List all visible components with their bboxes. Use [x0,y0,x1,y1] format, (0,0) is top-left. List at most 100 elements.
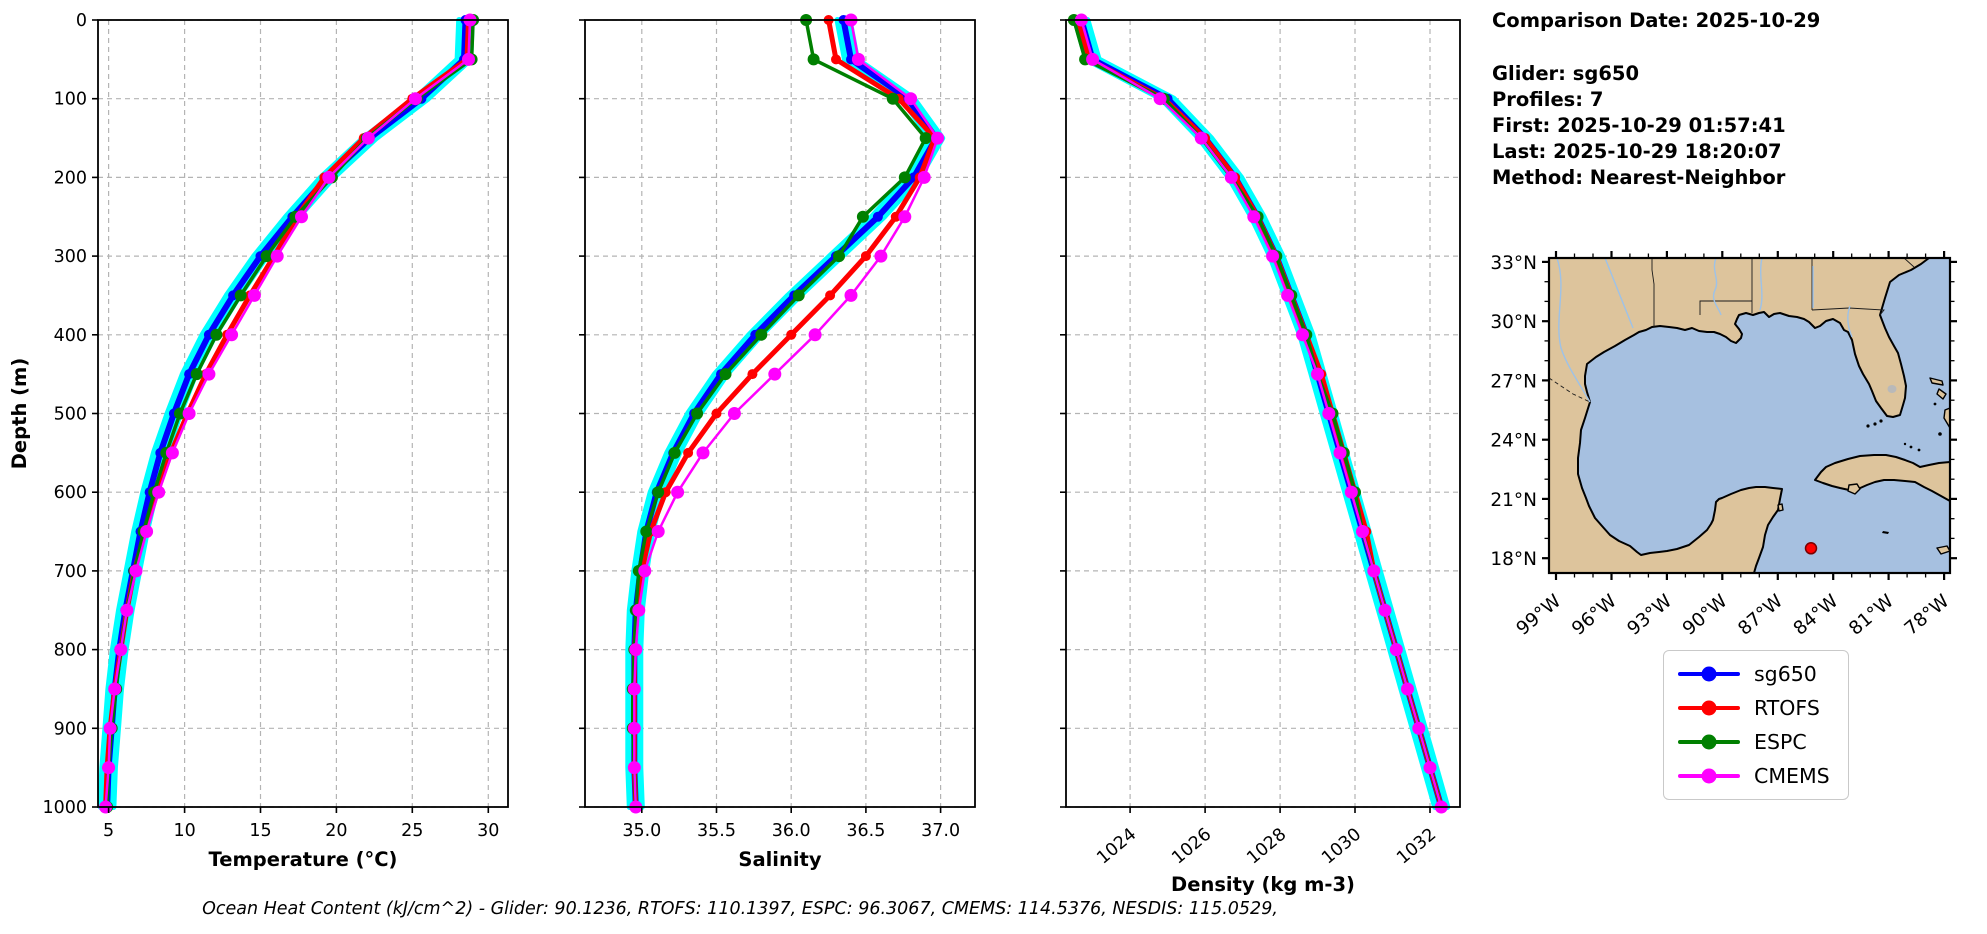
x-tick-label: 1030 [1318,825,1365,869]
legend-line-marker-icon [1678,734,1740,750]
series-marker-CMEMS [627,682,641,696]
series-marker-CMEMS [1378,603,1392,617]
cayman-islands [1882,531,1889,534]
florida-key [1873,422,1877,426]
lon-tick-label: 87°W [1734,591,1787,640]
series-marker-CMEMS [1224,170,1238,184]
series-marker-CMEMS [696,446,710,460]
series-marker-CMEMS [1194,131,1208,145]
series-marker-CMEMS [651,525,665,538]
method: Method: Nearest-Neighbor [1492,166,1786,189]
florida-key [1866,424,1870,428]
series-marker-CMEMS [408,92,422,106]
series-marker-CMEMS [1367,564,1381,578]
x-tick-label: 30 [477,821,499,841]
x-axis-label: Temperature (°C) [209,848,398,871]
x-tick-label: 20 [325,821,347,841]
series-marker-CMEMS [1086,52,1100,66]
series-marker-CMEMS [322,170,336,184]
series-marker-CMEMS [152,485,166,499]
series-marker-CMEMS [225,328,239,342]
glider-name: Glider: sg650 [1492,62,1640,85]
glider-position-marker [1804,542,1818,555]
lon-tick-label: 81°W [1845,591,1898,640]
series-marker-ESPC [807,53,820,66]
depth-tick-label: 600 [54,483,87,503]
series-marker-CMEMS [904,92,918,106]
series-marker-ESPC [856,210,869,223]
series-marker-CMEMS [108,682,122,696]
lon-tick-label: 84°W [1790,591,1843,640]
series-marker-CMEMS [120,603,134,617]
x-tick-label: 15 [249,821,271,841]
series-marker-CMEMS [1344,485,1358,499]
legend-item-sg650: sg650 [1678,662,1830,686]
series-marker-CMEMS [361,131,375,145]
x-tick-label: 37.0 [921,821,960,841]
series-marker-ESPC [640,525,653,538]
depth-tick-label: 400 [54,326,87,346]
x-tick-label: 25 [401,821,423,841]
jamaica-edge [1936,545,1950,555]
series-marker-ESPC [719,368,732,381]
first-profile-time: First: 2025-10-29 01:57:41 [1492,114,1786,137]
series-marker-CMEMS [1322,407,1336,420]
series-marker-RTOFS [711,408,722,419]
last-profile-time: Last: 2025-10-29 18:20:07 [1492,140,1782,163]
x-tick-label: 36.0 [772,821,811,841]
ocean-heat-content-caption: Ocean Heat Content (kJ/cm^2) - Glider: 9… [202,899,1278,919]
series-line-sg650 [1078,17,1445,810]
cuban-cay [1917,448,1921,452]
legend-item-ESPC: ESPC [1678,730,1830,754]
series-marker-ESPC [691,407,704,420]
x-axis-label: Salinity [738,848,821,871]
depth-tick-label: 200 [54,168,87,188]
series-marker-CMEMS [1296,328,1309,342]
series-marker-CMEMS [103,721,117,735]
legend-line-marker-icon [1678,768,1740,784]
north-america-landmass [1549,258,1930,573]
series-marker-CMEMS [295,210,308,224]
legend-line-marker-icon [1678,666,1740,682]
series-marker-CMEMS [1401,682,1414,696]
depth-tick-label: 800 [54,641,87,661]
depth-tick-label: 900 [54,719,87,739]
x-tick-label: 5 [103,821,114,841]
series-marker-sg650 [872,211,883,222]
series-marker-RTOFS [890,211,901,222]
andros [1943,407,1950,429]
lon-tick-label: 93°W [1623,591,1676,640]
series-marker-CMEMS [247,288,261,302]
y-axis-label: Depth (m) [8,358,31,470]
series-marker-ESPC [833,250,845,263]
series-marker-ESPC [652,486,665,499]
depth-tick-label: 300 [54,247,87,267]
series-marker-CMEMS [1153,92,1167,106]
series-marker-ESPC [174,407,186,420]
lon-tick-label: 90°W [1679,591,1732,640]
series-marker-CMEMS [1266,249,1280,263]
series-marker-CMEMS [1412,721,1426,735]
lon-tick-label: 99°W [1513,591,1566,640]
series-marker-ESPC [755,328,768,341]
series-marker-ESPC [919,132,932,145]
plot-density: 1024 1026 1028 1030 1032 Density (kg m-3) [1060,13,1461,896]
legend-label: CMEMS [1754,764,1830,788]
x-tick-label: 1026 [1168,825,1215,869]
series-marker-CMEMS [844,288,858,302]
legend-label: RTOFS [1754,696,1820,720]
depth-tick-label: 1000 [42,798,87,818]
bahama-cay [1933,402,1937,406]
series-marker-CMEMS [768,367,782,381]
cuban-cay [1909,445,1913,449]
series-marker-CMEMS [627,761,641,775]
series-marker-CMEMS [808,328,822,342]
series-marker-CMEMS [727,407,741,420]
legend-label: sg650 [1754,662,1817,686]
depth-tick-label: 500 [54,405,87,425]
gulf-map: 33°N 30°N 27°N 24°N 21°N 18°N 99°W 96°W 93°W 90°W… [1490,251,1957,640]
x-tick-label: 10 [173,821,195,841]
series-marker-CMEMS [1389,643,1403,657]
depth-tick-label: 0 [76,11,87,31]
plot-frame [97,19,509,808]
